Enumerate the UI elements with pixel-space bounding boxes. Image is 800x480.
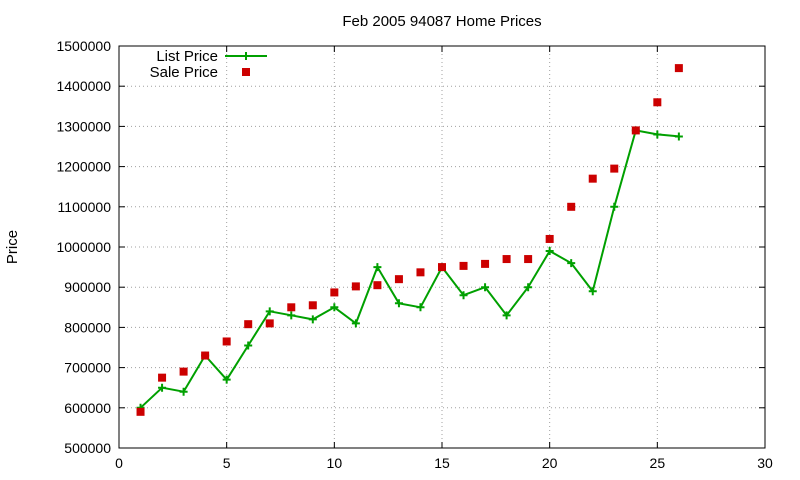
list-price-point [524,283,533,292]
legend-marker-swatch [242,68,250,76]
list-price-line [139,129,679,409]
sale-price-point [158,373,167,382]
sale-price-point [416,268,425,277]
sale-price-point [222,337,231,346]
list-price-point [653,130,662,139]
sale-price-point [545,234,554,243]
x-tick-label: 0 [115,455,123,471]
list-price-point [502,311,511,320]
sale-price-point [394,275,403,284]
x-tick-label: 10 [327,455,343,471]
list-price-point [610,202,619,211]
list-price-point [222,375,231,384]
y-tick-label: 700000 [64,360,111,376]
y-tick-label: 1300000 [56,118,111,134]
sale-price-point [308,301,317,310]
list-price-point [545,247,554,256]
y-axis-label: Price [4,230,21,264]
list-price-point [308,315,317,324]
list-price-point [674,132,683,141]
sale-price-point [481,259,490,268]
legend-marker-swatch [242,52,250,60]
sale-price-point [653,98,662,107]
list-price-point [244,341,253,350]
sale-price-point [373,281,382,290]
y-tick-label: 600000 [64,400,111,416]
list-price-point [179,387,188,396]
sale-price-point [201,351,210,360]
sale-price-point [588,174,597,183]
list-price-point [287,311,296,320]
sale-price-point [524,255,533,264]
sale-price-point [674,64,683,73]
list-price-point [416,303,425,312]
list-price-point [158,383,167,392]
list-price-point [588,287,597,296]
y-tick-label: 800000 [64,319,111,335]
sale-price-point [351,282,360,291]
y-tick-label: 1000000 [56,239,111,255]
y-tick-label: 1400000 [56,78,111,94]
legend-label: List Price [156,48,218,65]
sale-price-point [265,319,274,328]
y-tick-label: 1200000 [56,159,111,175]
list-price-point [567,259,576,268]
grid-lines [119,46,765,448]
y-tick-label: 1500000 [56,38,111,54]
legend-label: Sale Price [150,64,218,81]
sale-price-point [136,407,145,416]
list-price-point [394,299,403,308]
plot-frame [118,45,766,449]
sale-price-point [179,367,188,376]
axis-ticks: 500000 600000 700000 800000 900000 1000000 110… [56,38,773,471]
list-price-point [330,303,339,312]
sale-price-point [330,288,339,297]
list-price-point [351,319,360,328]
sale-price-point [287,303,296,312]
list-price-point [373,263,382,272]
sale-price-point [244,320,253,329]
list-price-point [481,283,490,292]
sale-price-point [459,261,468,270]
x-tick-label: 5 [223,455,231,471]
y-tick-label: 500000 [64,440,111,456]
x-tick-label: 30 [757,455,773,471]
y-tick-label: 900000 [64,279,111,295]
sale-price-point [610,164,619,173]
list-price-point [265,307,274,316]
x-tick-label: 20 [542,455,558,471]
sale-price-point [631,126,640,135]
sale-price-point [567,202,576,211]
x-tick-label: 15 [434,455,450,471]
y-tick-label: 1100000 [58,199,112,215]
x-tick-label: 25 [650,455,666,471]
sale-price-point [438,263,446,272]
series-layer [136,64,683,416]
sale-price-point [502,255,511,264]
chart-title: Feb 2005 94087 Home Prices [342,13,541,30]
list-price-point [459,291,468,300]
